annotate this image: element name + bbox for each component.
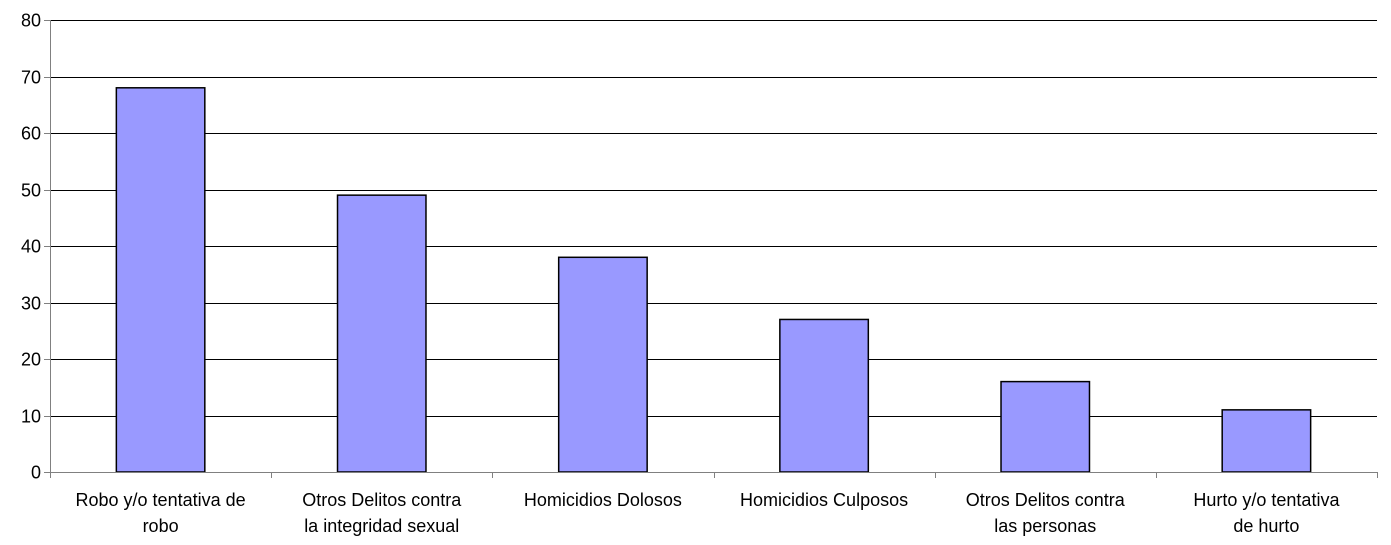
x-tick-label: Robo y/o tentativa de bbox=[76, 490, 246, 510]
bars bbox=[115, 87, 1312, 473]
y-tick-label: 50 bbox=[21, 181, 41, 201]
x-tick-label: la integridad sexual bbox=[304, 516, 459, 536]
y-tick-label: 10 bbox=[21, 407, 41, 427]
x-tick-label: Hurto y/o tentativa bbox=[1193, 490, 1340, 510]
bar bbox=[1221, 409, 1312, 473]
y-tick-label: 20 bbox=[21, 350, 41, 370]
axes bbox=[44, 20, 1378, 478]
x-tick-label: las personas bbox=[994, 516, 1096, 536]
x-tick-label: Otros Delitos contra bbox=[966, 490, 1126, 510]
y-tick-label: 40 bbox=[21, 237, 41, 257]
y-tick-label: 30 bbox=[21, 294, 41, 314]
x-tick-label: de hurto bbox=[1233, 516, 1299, 536]
y-tick-labels: 0 10 20 30 40 50 60 70 80 bbox=[21, 11, 41, 483]
bar bbox=[779, 318, 870, 473]
x-tick-label: robo bbox=[143, 516, 179, 536]
x-tick-label: Homicidios Culposos bbox=[740, 490, 908, 510]
y-tick-label: 70 bbox=[21, 68, 41, 88]
x-tick-label: Homicidios Dolosos bbox=[524, 490, 682, 510]
x-tick-labels: Robo y/o tentativa de robo Otros Delitos c… bbox=[76, 490, 1341, 536]
gridlines bbox=[50, 20, 1377, 417]
x-tick-label: Otros Delitos contra bbox=[302, 490, 462, 510]
y-tick-label: 80 bbox=[21, 11, 41, 31]
bar bbox=[336, 194, 427, 473]
y-tick-label: 60 bbox=[21, 124, 41, 144]
bar bbox=[1000, 380, 1091, 473]
bar bbox=[115, 87, 206, 473]
y-tick-label: 0 bbox=[31, 463, 41, 483]
bar bbox=[557, 256, 648, 473]
